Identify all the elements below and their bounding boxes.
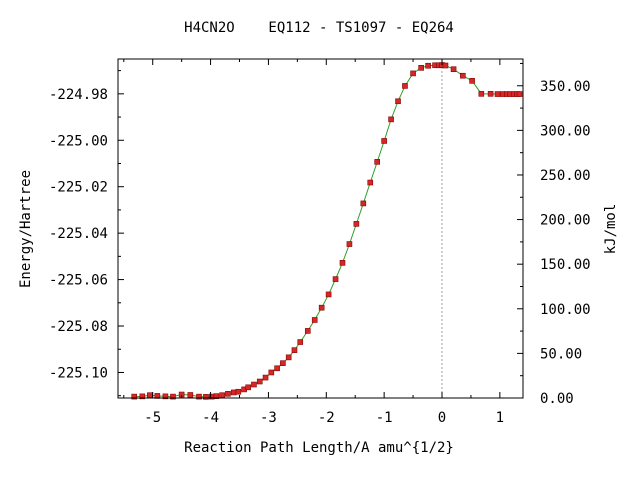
data-point	[418, 65, 424, 71]
y-right-tick-label: 100.00	[540, 302, 591, 318]
data-point	[388, 116, 394, 123]
data-point	[274, 365, 280, 372]
data-point	[460, 72, 466, 79]
y-axis-ticks: -225.10 -225.08 -225.06 -225.04 -225.02 -225.…	[49, 70, 124, 397]
data-point	[268, 369, 275, 376]
data-point	[203, 394, 209, 400]
x-tick-label: -3	[260, 410, 277, 426]
y-tick-label: -225.04	[49, 226, 108, 242]
y-tick-label: -225.06	[49, 273, 108, 289]
data-point	[219, 392, 225, 399]
data-point	[395, 98, 401, 105]
y-right-tick-label: 50.00	[540, 346, 582, 362]
data-point	[139, 393, 146, 400]
data-point	[325, 291, 332, 298]
data-point	[304, 328, 311, 334]
data-point	[402, 83, 408, 89]
y-axis-label: Energy/Hartree	[18, 170, 34, 288]
data-point	[147, 392, 153, 399]
y-right-tick-label: 200.00	[540, 213, 591, 229]
data-point	[410, 70, 416, 77]
data-point	[360, 200, 367, 207]
data-point	[346, 241, 353, 247]
data-point	[235, 388, 242, 395]
y-right-tick-label: 350.00	[540, 79, 591, 95]
data-point	[285, 354, 292, 361]
y-axis-right-ticks: 0.00 50.00 100.00 150.00 200.00 250.00 300.00 3…	[517, 62, 591, 407]
data-point	[494, 91, 501, 97]
data-point	[318, 304, 325, 311]
series-line	[134, 64, 520, 398]
y-tick-label: -224.98	[49, 87, 108, 103]
y-tick-label: -225.10	[49, 365, 108, 381]
data-point	[442, 62, 449, 69]
data-point	[245, 384, 251, 391]
y-right-tick-label: 300.00	[540, 123, 591, 139]
x-tick-label: -1	[376, 410, 393, 426]
data-point	[339, 260, 346, 266]
data-point	[131, 393, 137, 400]
data-point	[251, 381, 257, 388]
data-point	[487, 91, 494, 97]
x-tick-label: -2	[318, 410, 335, 426]
x-tick-label: -5	[144, 410, 161, 426]
x-tick-label: 1	[496, 410, 504, 426]
data-point	[230, 389, 237, 396]
data-point	[291, 347, 298, 353]
data-point	[280, 360, 286, 366]
data-point	[162, 393, 169, 400]
data-point	[353, 221, 360, 227]
chart-title: H4CN2O EQ112 - TS1097 - EQ264	[184, 20, 454, 36]
x-tick-label: 0	[438, 410, 446, 426]
plot-area	[131, 62, 523, 400]
data-point	[311, 317, 318, 323]
data-point	[381, 138, 387, 144]
data-point	[256, 378, 263, 385]
data-point	[225, 391, 231, 397]
data-point	[196, 393, 202, 400]
data-point	[450, 66, 457, 73]
data-point	[374, 159, 381, 165]
y-right-tick-label: 250.00	[540, 168, 591, 184]
x-axis-label: Reaction Path Length/A amu^{1/2}	[184, 440, 454, 456]
data-point	[425, 62, 431, 69]
data-point	[170, 393, 176, 400]
data-point	[187, 392, 194, 398]
data-point	[213, 393, 220, 399]
y-right-tick-label: 0.00	[540, 391, 574, 407]
data-point	[469, 78, 475, 84]
data-point	[262, 374, 269, 381]
y-right-tick-label: 150.00	[540, 257, 591, 273]
data-point	[516, 91, 523, 97]
data-point	[478, 91, 485, 97]
data-point	[367, 179, 374, 186]
x-axis-ticks: -5 -4 -3 -2 -1 0 1	[123, 59, 504, 426]
y-tick-label: -225.08	[49, 319, 108, 335]
x-tick-label: -4	[202, 410, 219, 426]
y-tick-label: -225.02	[49, 180, 108, 196]
data-point	[332, 276, 339, 282]
y-tick-label: -225.00	[49, 133, 108, 149]
y-axis-right-label: kJ/mol	[603, 204, 619, 255]
data-point	[297, 339, 304, 345]
plot-frame	[117, 58, 524, 399]
